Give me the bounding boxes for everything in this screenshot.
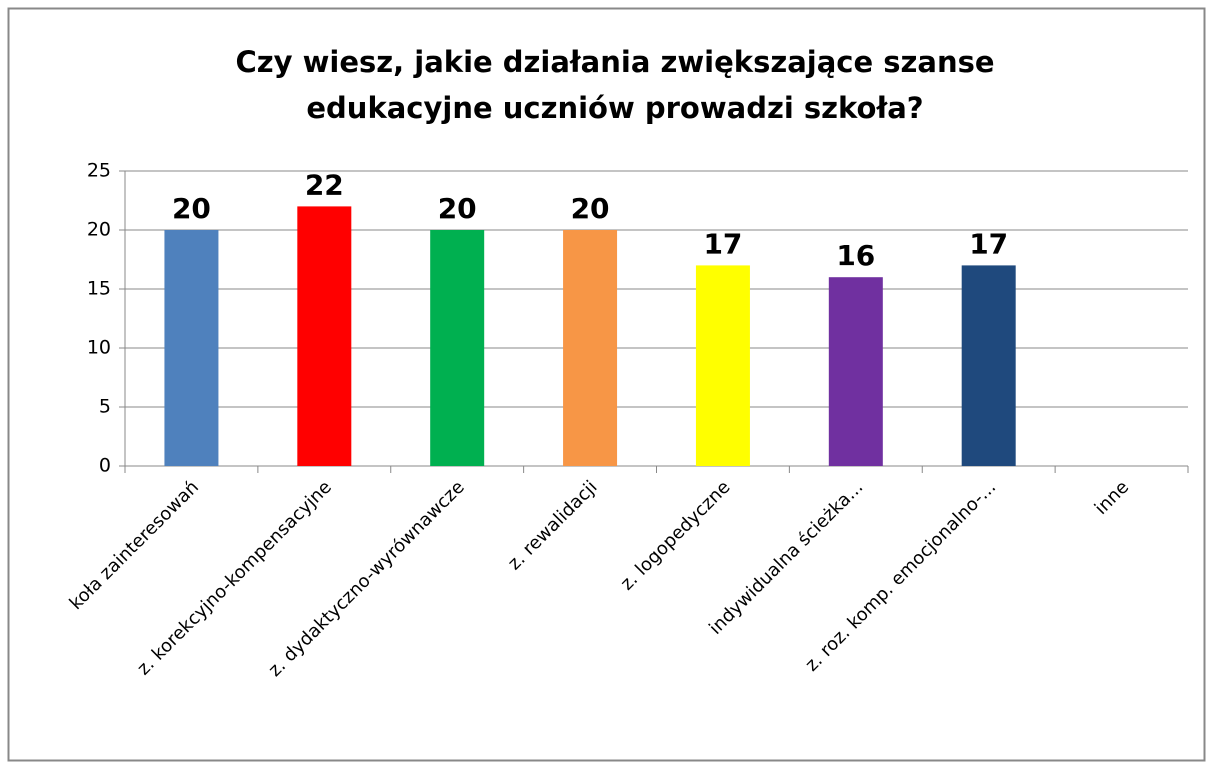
data-label: 17: [969, 227, 1008, 260]
bar: [695, 265, 750, 466]
bar: [563, 230, 618, 466]
chart-title: edukacyjne uczniów prowadzi szkoła?: [306, 91, 923, 125]
data-label: 20: [571, 192, 610, 225]
bar: [430, 230, 485, 466]
data-label: 22: [305, 168, 344, 201]
data-label: 17: [703, 227, 742, 260]
data-label: 20: [438, 192, 477, 225]
y-tick-label: 0: [99, 455, 111, 477]
y-tick-label: 15: [87, 278, 111, 300]
bar: [297, 206, 352, 466]
y-tick-label: 10: [87, 337, 111, 359]
bar: [828, 277, 883, 466]
data-label: 20: [172, 192, 211, 225]
chart-title: Czy wiesz, jakie działania zwiększające …: [235, 45, 994, 79]
y-tick-label: 20: [87, 219, 111, 241]
y-tick-label: 5: [99, 396, 111, 418]
bar: [961, 265, 1016, 466]
data-label: 16: [836, 239, 875, 272]
y-tick-label: 25: [87, 160, 111, 182]
bar: [164, 230, 219, 466]
